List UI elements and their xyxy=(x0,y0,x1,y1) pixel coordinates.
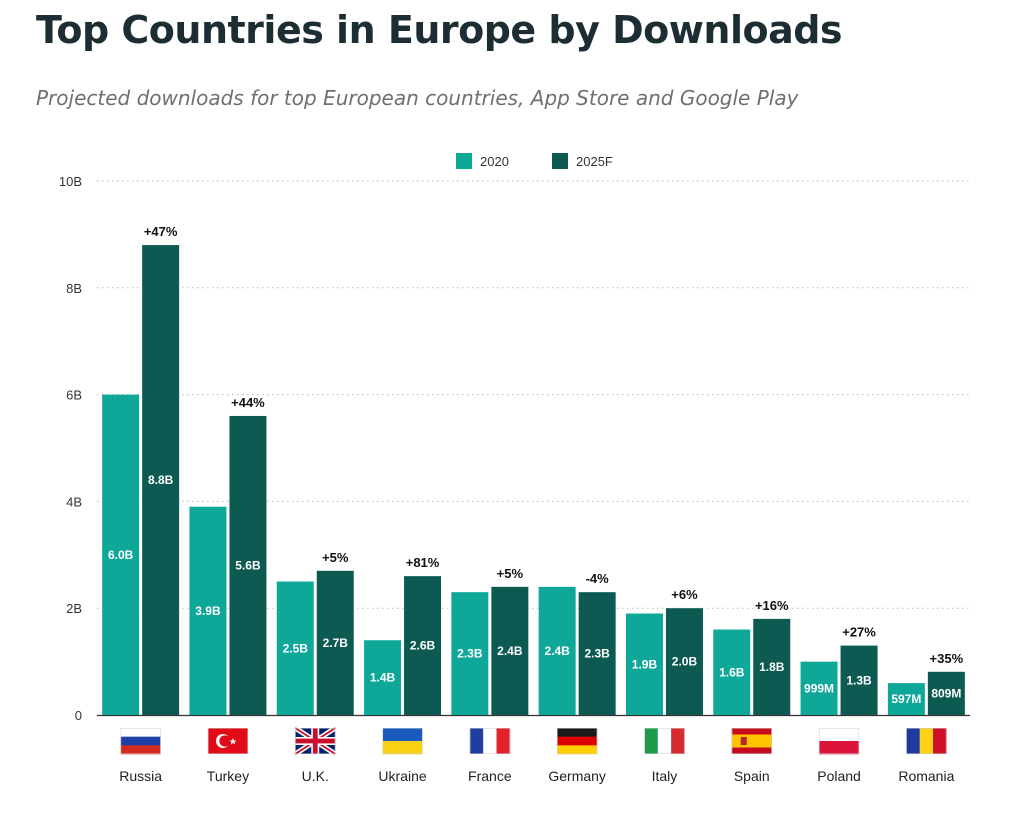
bar-value-label: 3.9B xyxy=(195,604,221,618)
bar xyxy=(364,640,402,715)
change-label: +44% xyxy=(231,395,265,410)
labels: 0 2B 4B 6B 8B 10B 6.0B 8.8B +47% Russia 3.9B 5.6B +4… xyxy=(59,174,964,784)
bar-value-label: 2.6B xyxy=(410,639,436,653)
category-label: Spain xyxy=(734,768,770,784)
legend-label: 2020 xyxy=(480,154,509,169)
bar-value-label: 2.4B xyxy=(544,644,570,658)
chart-title: Top Countries in Europe by Downloads xyxy=(36,8,843,52)
bar-value-label: 6.0B xyxy=(108,548,134,562)
bar xyxy=(451,592,489,715)
change-label: +5% xyxy=(322,550,349,565)
y-tick-label: 0 xyxy=(75,708,82,723)
bar xyxy=(404,576,442,715)
france-flag-icon xyxy=(469,728,511,754)
bar-value-label: 999M xyxy=(804,681,834,695)
bar xyxy=(665,608,703,715)
category-label: Russia xyxy=(119,768,162,784)
bar-value-label: 2.0B xyxy=(672,655,698,669)
spain-flag-icon xyxy=(731,728,772,754)
y-tick-label: 10B xyxy=(59,174,82,189)
italy-flag-icon xyxy=(644,728,685,754)
bar-value-label: 2.5B xyxy=(283,641,309,655)
germany-flag-icon xyxy=(557,728,598,755)
bar xyxy=(887,683,925,715)
y-tick-label: 2B xyxy=(66,601,82,616)
bar xyxy=(491,586,529,715)
bar-value-label: 2.3B xyxy=(457,647,483,661)
bar-value-label: 2.4B xyxy=(497,644,523,658)
bar xyxy=(840,645,878,715)
bar-value-label: 1.8B xyxy=(759,660,785,674)
category-label: Ukraine xyxy=(378,768,426,784)
bar-value-label: 2.3B xyxy=(584,647,610,661)
legend-label: 2025F xyxy=(576,154,613,169)
category-label: Italy xyxy=(652,768,678,784)
bar-value-label: 8.8B xyxy=(148,473,174,487)
legend: 2020 2025F xyxy=(456,153,613,169)
bar xyxy=(102,394,140,715)
bar xyxy=(713,629,751,715)
bar-value-label: 1.4B xyxy=(370,671,396,685)
bar-value-label: 597M xyxy=(891,692,921,706)
change-label: +81% xyxy=(406,555,440,570)
y-tick-label: 6B xyxy=(66,388,82,403)
bar xyxy=(800,661,838,715)
bar-value-label: 1.6B xyxy=(719,665,745,679)
bars xyxy=(102,245,965,715)
bar-value-label: 2.7B xyxy=(323,636,349,650)
change-label: +47% xyxy=(144,224,178,239)
y-tick-label: 4B xyxy=(66,494,82,509)
gridlines xyxy=(97,180,970,717)
bar xyxy=(753,618,791,715)
chart-subtitle: Projected downloads for top European cou… xyxy=(36,86,799,110)
bar xyxy=(142,245,180,715)
category-label: Poland xyxy=(817,768,861,784)
bar-value-label: 1.3B xyxy=(846,673,872,687)
bar xyxy=(578,592,616,715)
bar-value-label: 5.6B xyxy=(235,558,261,572)
category-label: Romania xyxy=(898,768,954,784)
russia-flag-icon xyxy=(120,728,161,755)
bar xyxy=(625,613,663,715)
poland-flag-icon xyxy=(819,728,860,755)
change-label: +6% xyxy=(671,587,698,602)
bar xyxy=(316,570,354,715)
change-label: +35% xyxy=(930,651,964,666)
romania-flag-icon xyxy=(906,728,947,754)
bar-value-label: 1.9B xyxy=(632,657,658,671)
legend-swatch xyxy=(552,153,568,169)
bar xyxy=(927,671,965,715)
turkey-flag-icon xyxy=(207,728,248,754)
flags xyxy=(120,725,947,757)
category-label: Turkey xyxy=(207,768,249,784)
legend-swatch xyxy=(456,153,472,169)
change-label: +27% xyxy=(842,625,876,640)
y-tick-label: 8B xyxy=(66,281,82,296)
change-label: +16% xyxy=(755,598,789,613)
category-label: U.K. xyxy=(302,768,329,784)
uk-flag-icon xyxy=(293,725,337,757)
bar xyxy=(538,586,576,715)
change-label: +5% xyxy=(497,566,524,581)
ukraine-flag-icon xyxy=(382,728,423,755)
bar xyxy=(276,581,314,715)
bar xyxy=(229,415,267,715)
bar xyxy=(189,506,227,715)
change-label: -4% xyxy=(586,571,610,586)
category-label: France xyxy=(468,768,512,784)
bar-value-label: 809M xyxy=(931,686,961,700)
category-label: Germany xyxy=(548,768,606,784)
